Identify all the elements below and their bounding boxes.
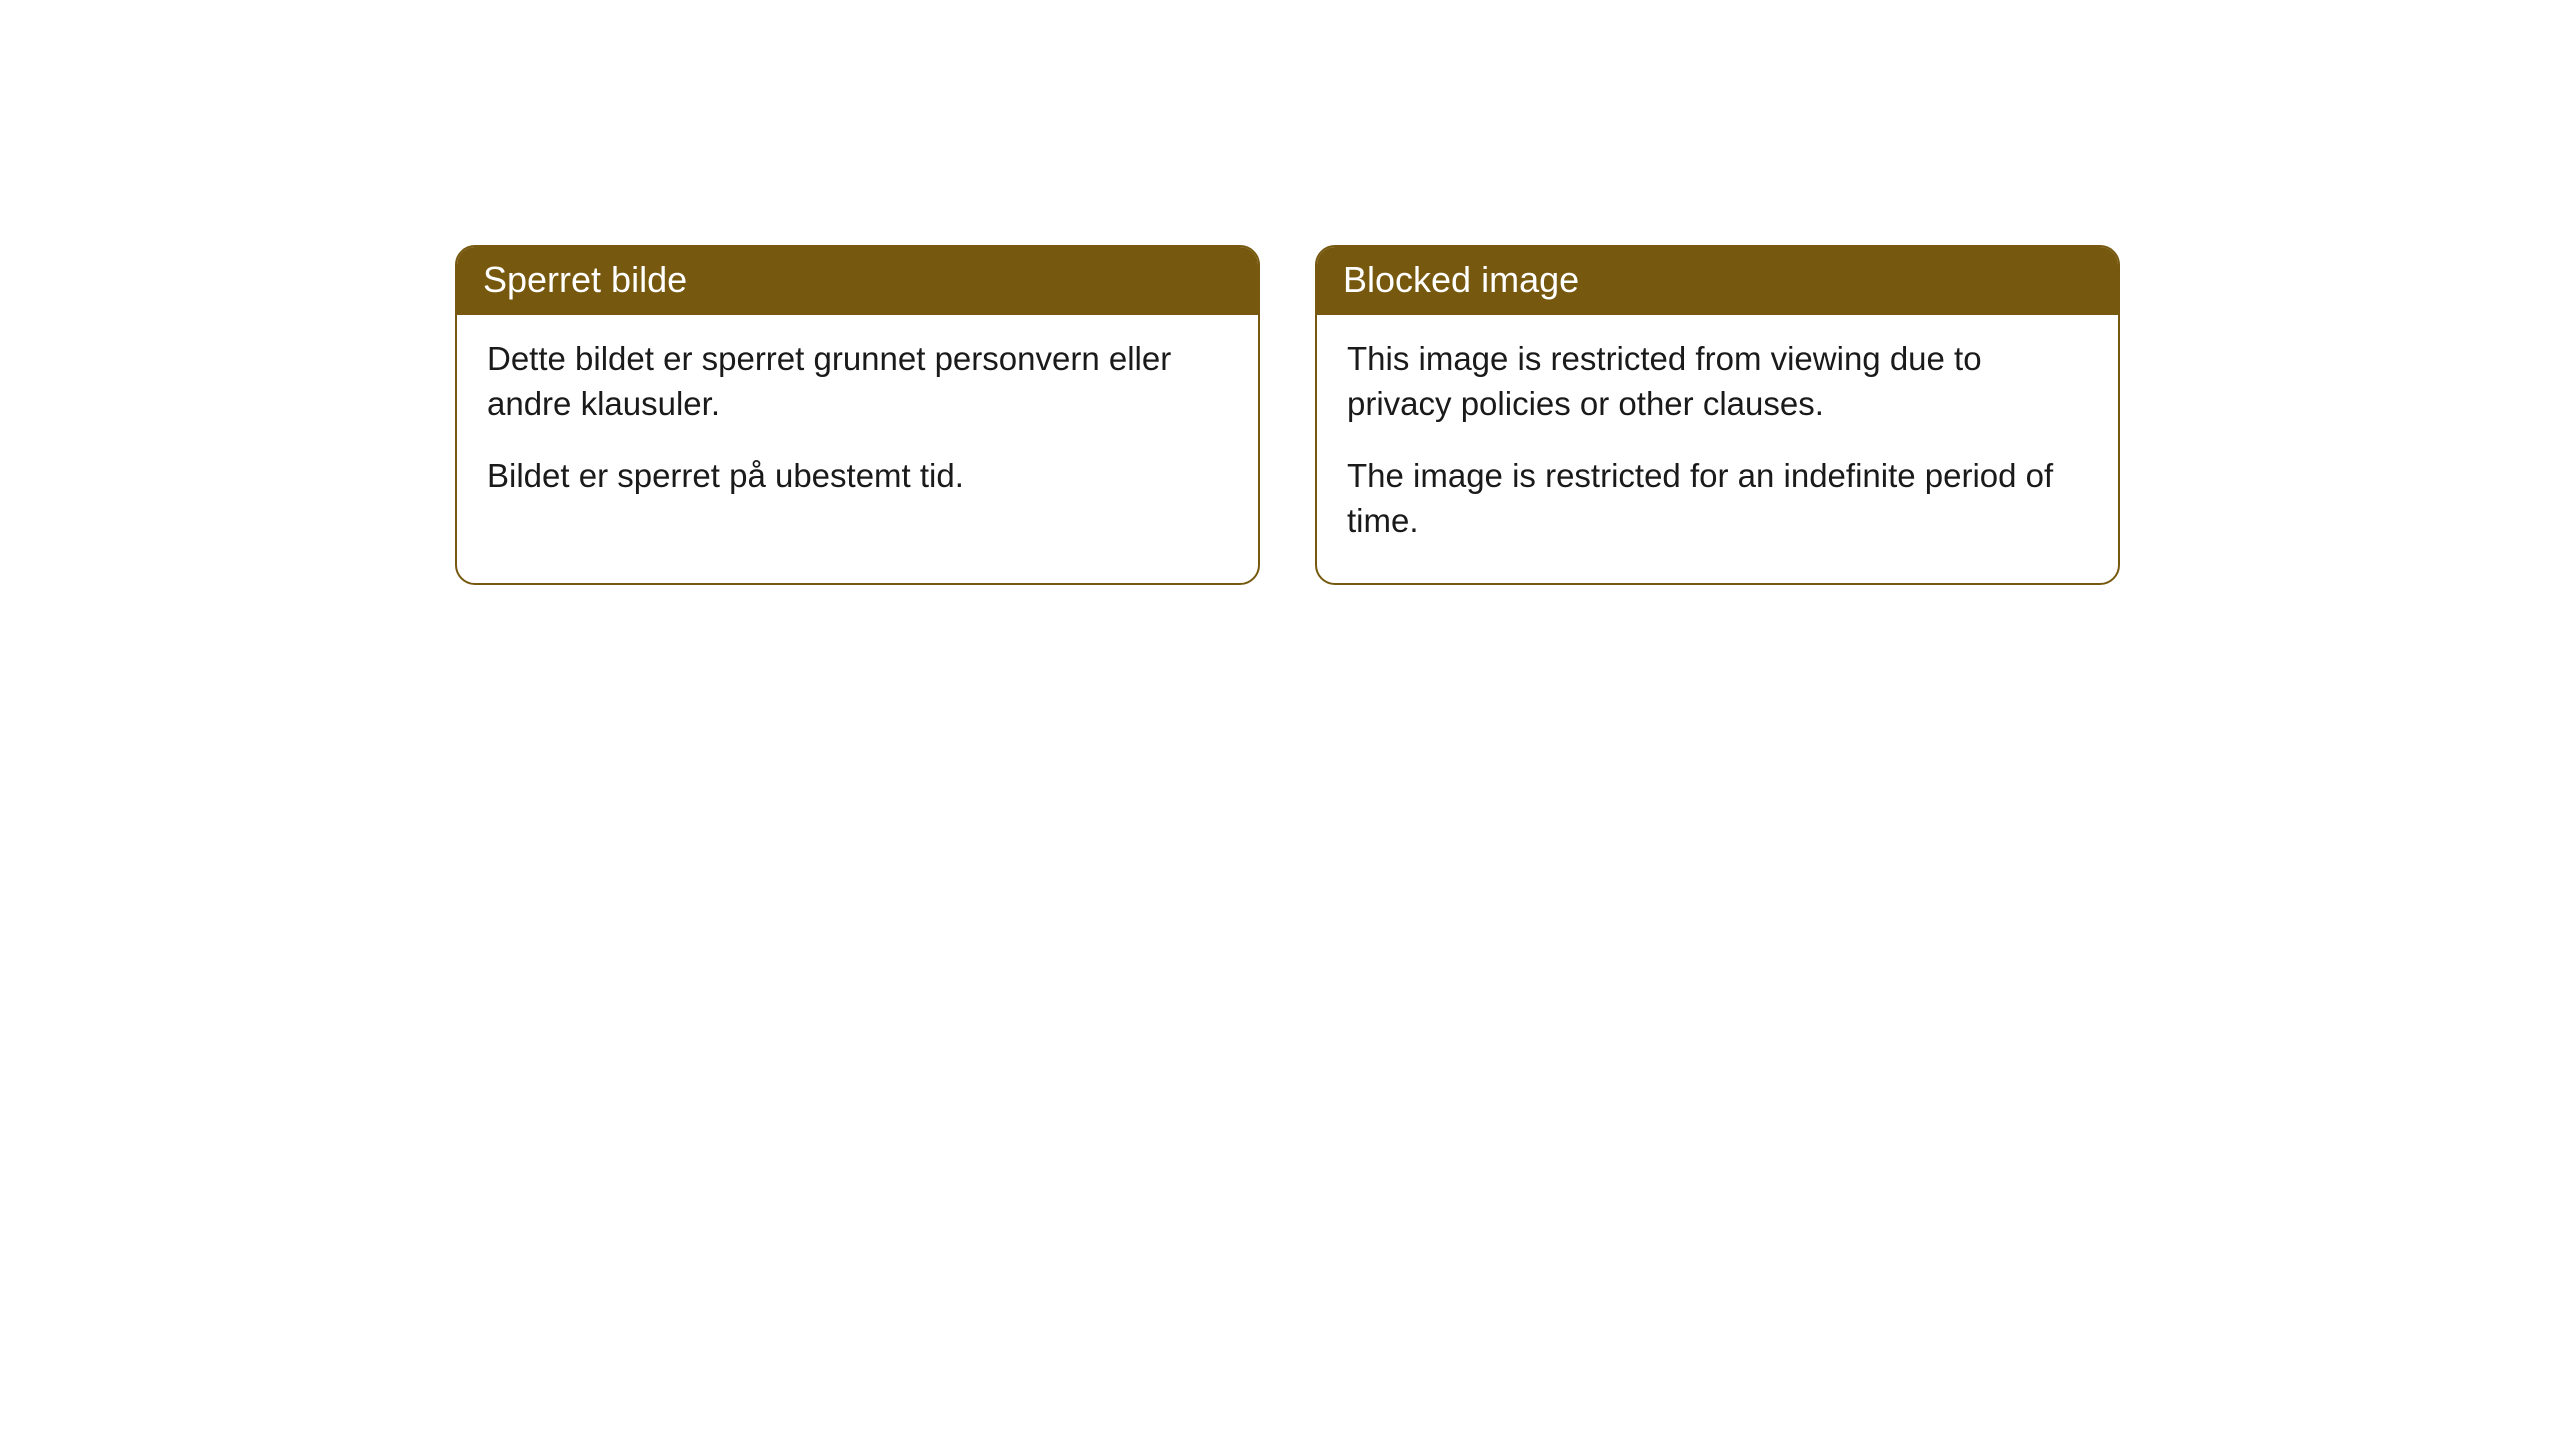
notice-paragraph: This image is restricted from viewing du… xyxy=(1347,337,2088,426)
notice-cards-container: Sperret bilde Dette bildet er sperret gr… xyxy=(455,245,2560,585)
notice-card-english: Blocked image This image is restricted f… xyxy=(1315,245,2120,585)
notice-card-body: Dette bildet er sperret grunnet personve… xyxy=(457,315,1258,539)
notice-card-header: Blocked image xyxy=(1317,247,2118,315)
notice-card-body: This image is restricted from viewing du… xyxy=(1317,315,2118,583)
notice-card-norwegian: Sperret bilde Dette bildet er sperret gr… xyxy=(455,245,1260,585)
notice-card-header: Sperret bilde xyxy=(457,247,1258,315)
notice-card-title: Blocked image xyxy=(1343,259,1579,300)
notice-paragraph: Dette bildet er sperret grunnet personve… xyxy=(487,337,1228,426)
notice-paragraph: The image is restricted for an indefinit… xyxy=(1347,454,2088,543)
notice-paragraph: Bildet er sperret på ubestemt tid. xyxy=(487,454,1228,499)
notice-card-title: Sperret bilde xyxy=(483,259,687,300)
